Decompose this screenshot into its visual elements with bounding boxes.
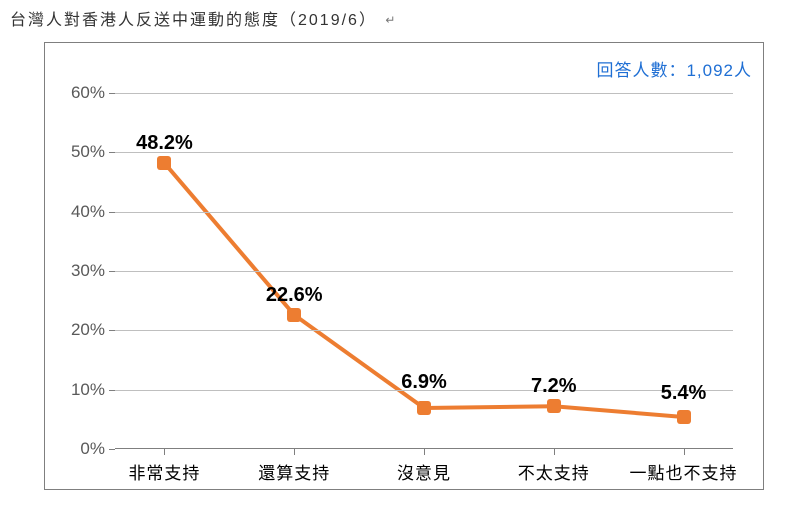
data-marker bbox=[547, 399, 561, 413]
gridline bbox=[115, 93, 733, 94]
x-tick bbox=[294, 449, 295, 455]
x-tick bbox=[554, 449, 555, 455]
y-tick bbox=[109, 93, 115, 94]
y-tick bbox=[109, 271, 115, 272]
data-label: 7.2% bbox=[531, 375, 577, 398]
y-tick bbox=[109, 390, 115, 391]
x-axis-label: 沒意見 bbox=[397, 459, 451, 484]
gridline bbox=[115, 152, 733, 153]
plot-area: 0%10%20%30%40%50%60%非常支持還算支持沒意見不太支持一點也不支… bbox=[115, 93, 733, 449]
chart-title-text: 台灣人對香港人反送中運動的態度（2019/6） bbox=[10, 12, 377, 29]
y-axis-label: 50% bbox=[71, 142, 105, 162]
data-marker bbox=[157, 156, 171, 170]
data-marker bbox=[417, 401, 431, 415]
y-axis-label: 60% bbox=[71, 83, 105, 103]
data-label: 6.9% bbox=[401, 371, 447, 394]
y-axis-label: 20% bbox=[71, 320, 105, 340]
data-label: 48.2% bbox=[136, 132, 193, 155]
x-axis-label: 還算支持 bbox=[258, 459, 330, 484]
x-axis-label: 非常支持 bbox=[128, 459, 200, 484]
paragraph-mark-icon: ↵ bbox=[385, 13, 397, 27]
gridline bbox=[115, 271, 733, 272]
x-tick bbox=[424, 449, 425, 455]
data-marker bbox=[287, 308, 301, 322]
y-axis-label: 40% bbox=[71, 202, 105, 222]
x-axis-label: 一點也不支持 bbox=[630, 459, 738, 484]
data-marker bbox=[677, 410, 691, 424]
y-tick bbox=[109, 330, 115, 331]
y-tick bbox=[109, 212, 115, 213]
y-axis-label: 10% bbox=[71, 380, 105, 400]
chart-frame: 0% 10% 20% 30% 40% 50% 60% 非常支持 還算支持 沒意見 不太支持 一點也不支… bbox=[44, 42, 764, 490]
y-axis-label: 30% bbox=[71, 261, 105, 281]
gridline bbox=[115, 212, 733, 213]
gridline bbox=[115, 330, 733, 331]
chart-title: 台灣人對香港人反送中運動的態度（2019/6） ↵ bbox=[10, 6, 397, 30]
x-axis-label: 不太支持 bbox=[518, 459, 590, 484]
data-label: 5.4% bbox=[661, 382, 707, 405]
x-tick bbox=[684, 449, 685, 455]
y-axis-label: 0% bbox=[80, 439, 105, 459]
x-tick bbox=[164, 449, 165, 455]
y-tick bbox=[109, 152, 115, 153]
data-label: 22.6% bbox=[266, 284, 323, 307]
y-tick bbox=[109, 449, 115, 450]
